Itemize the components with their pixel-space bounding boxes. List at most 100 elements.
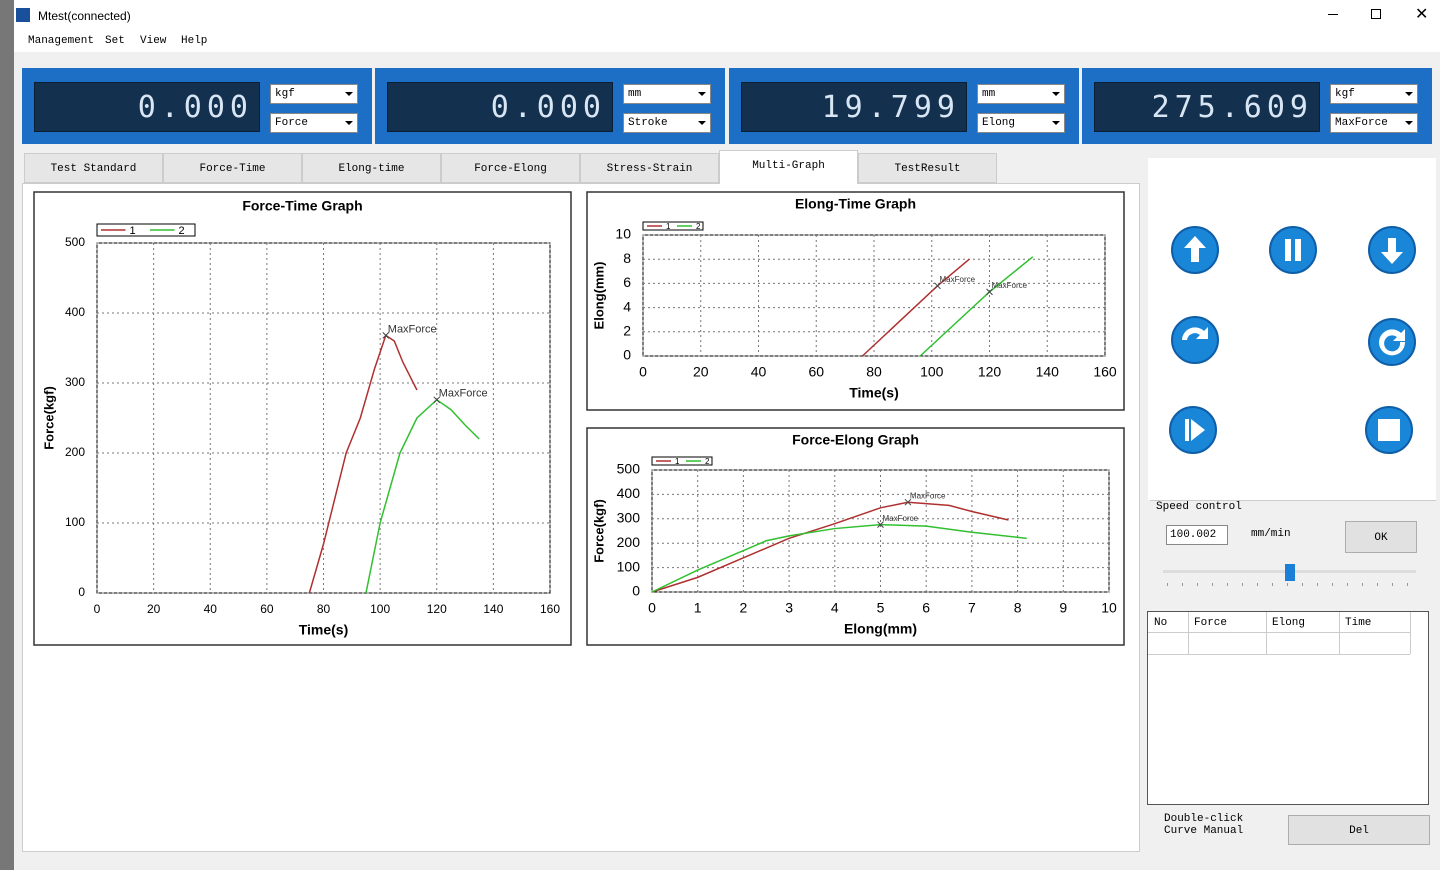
button-glyph (1381, 238, 1403, 264)
y-tick-label: 500 (617, 461, 641, 477)
del-button[interactable]: Del (1288, 815, 1430, 845)
mode-combo[interactable]: Force (270, 113, 358, 133)
y-tick-label: 0 (632, 583, 640, 599)
display-panel: 0.000 mm Stroke (375, 68, 725, 144)
speed-group (1150, 500, 1436, 601)
control-button[interactable] (1365, 406, 1413, 454)
y-tick-label: 400 (617, 485, 641, 501)
y-tick-label: 300 (617, 510, 641, 526)
y-tick-label: 4 (623, 298, 631, 314)
legend-label: 2 (696, 222, 701, 231)
chart-title: Force-Time Graph (242, 198, 362, 214)
display-panel: 0.000 kgf Force (22, 68, 372, 144)
annotation: MaxForce (992, 281, 1028, 290)
button-glyph (1285, 239, 1301, 261)
y-tick-label: 100 (617, 558, 641, 574)
ok-button[interactable]: OK (1345, 521, 1417, 553)
tab[interactable]: Stress-Strain (580, 153, 719, 183)
control-button[interactable] (1171, 226, 1219, 274)
control-button[interactable] (1269, 226, 1317, 274)
slider-tick (1377, 583, 1378, 586)
button-icon (1269, 226, 1317, 274)
row-line (1148, 632, 1410, 633)
x-tick-label: 100 (920, 364, 944, 380)
close[interactable]: ✕ (1415, 4, 1429, 23)
speed-unit: mm/min (1251, 528, 1291, 540)
legend (96, 223, 196, 237)
slider-thumb[interactable] (1285, 564, 1295, 581)
tab[interactable]: TestResult (858, 153, 997, 183)
x-tick-label: 1 (694, 600, 702, 616)
slider-tick (1347, 583, 1348, 586)
button-icon (1368, 318, 1416, 366)
unit-combo[interactable]: kgf (270, 84, 358, 104)
tab[interactable]: Elong-time (302, 153, 441, 183)
slider-tick (1287, 583, 1288, 586)
menu-item[interactable]: Help (181, 35, 208, 47)
chart-title: Force-Elong Graph (792, 432, 919, 448)
slider-tick (1362, 583, 1363, 586)
x-tick-label: 40 (204, 602, 218, 616)
unit-combo[interactable]: kgf (1330, 84, 1418, 104)
legend (642, 221, 704, 231)
control-button[interactable] (1368, 226, 1416, 274)
slider-tick (1407, 583, 1408, 586)
x-tick-label: 8 (1014, 600, 1022, 616)
slider-tick (1317, 583, 1318, 586)
annotation-marker (986, 288, 993, 296)
unit-combo[interactable]: mm (977, 84, 1065, 104)
slider-tick (1212, 583, 1213, 586)
x-tick-label: 140 (483, 602, 503, 616)
x-tick-label: 40 (751, 364, 767, 380)
x-tick-label: 160 (1093, 364, 1117, 380)
mode-combo[interactable]: Stroke (623, 113, 711, 133)
x-tick-label: 20 (147, 602, 161, 616)
slider-tick (1257, 583, 1258, 586)
x-tick-label: 80 (866, 364, 882, 380)
y-axis-label: Force(kgf) (41, 386, 56, 450)
y-tick-label: 200 (617, 534, 641, 550)
mode-combo[interactable]: Elong (977, 113, 1065, 133)
tab[interactable]: Multi-Graph (719, 150, 858, 184)
x-tick-label: 0 (639, 364, 647, 380)
annotation-marker (382, 332, 390, 339)
annotation: MaxForce (940, 275, 976, 284)
tab[interactable]: Force-Time (163, 153, 302, 183)
y-axis-label: Elong(mm) (591, 262, 606, 330)
speed-input[interactable]: 100.002 (1166, 525, 1228, 545)
y-tick-label: 10 (615, 226, 631, 242)
minimize[interactable] (1328, 14, 1338, 15)
x-axis-label: Elong(mm) (844, 621, 917, 637)
col-line (1410, 612, 1411, 654)
unit-combo[interactable]: mm (623, 84, 711, 104)
mode-combo[interactable]: MaxForce (1330, 113, 1418, 133)
control-button[interactable] (1169, 406, 1217, 454)
y-tick-label: 6 (623, 274, 631, 290)
menu-bar: Management Set View Help (0, 30, 1440, 52)
col-line (1188, 612, 1189, 654)
x-tick-label: 5 (877, 600, 885, 616)
tab[interactable]: Force-Elong (441, 153, 580, 183)
restore[interactable] (1371, 9, 1381, 19)
control-button[interactable] (1368, 318, 1416, 366)
control-button[interactable] (1171, 316, 1219, 364)
y-tick-label: 300 (65, 375, 85, 389)
menu-item[interactable]: Management (28, 35, 95, 47)
annotation-marker (934, 282, 941, 290)
x-tick-label: 160 (540, 602, 560, 616)
menu-item[interactable]: Set (105, 35, 125, 47)
table-header: Elong (1272, 617, 1306, 629)
button-glyph (1184, 236, 1206, 262)
col-line (1266, 612, 1267, 654)
y-axis-label: Force(kgf) (591, 499, 606, 563)
legend-label: 1 (130, 225, 136, 237)
slider-tick (1227, 583, 1228, 586)
annotation-marker (904, 498, 912, 506)
tab[interactable]: Test Standard (24, 153, 163, 183)
button-glyph (1182, 327, 1208, 340)
menu-item[interactable]: View (140, 35, 167, 47)
digital-readout: 275.609 (1094, 82, 1320, 132)
x-tick-label: 20 (693, 364, 709, 380)
x-tick-label: 4 (831, 600, 839, 616)
x-tick-label: 80 (317, 602, 331, 616)
